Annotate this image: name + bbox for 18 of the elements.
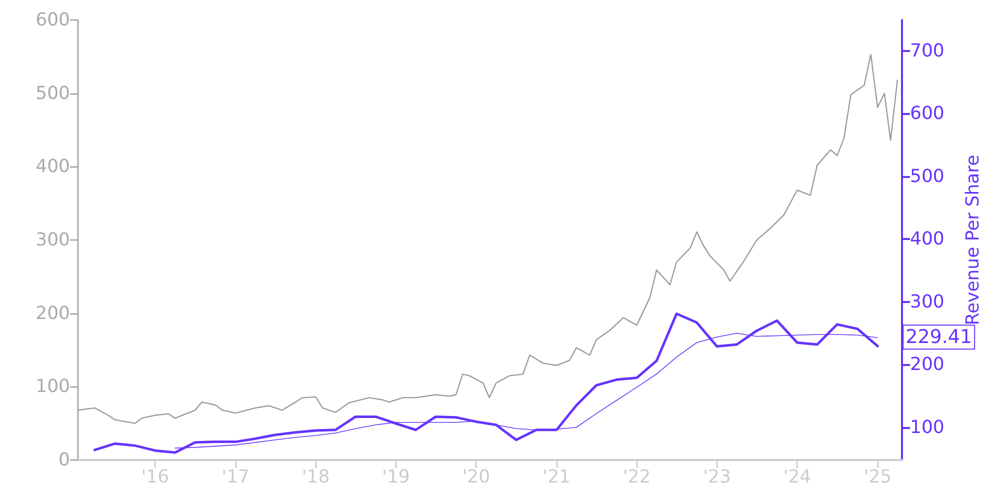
- y2-tick-label: 400: [910, 228, 944, 250]
- y2-tick-label: 100: [910, 416, 944, 438]
- y-tick-label: 400: [36, 156, 70, 178]
- y2-tick-label: 200: [910, 354, 944, 376]
- data-label: 229.41: [906, 326, 972, 348]
- y2-tick-label: 500: [910, 166, 944, 187]
- y-tick-label: 200: [36, 302, 70, 324]
- y2-tick-label: 300: [910, 291, 944, 312]
- y-tick-label: 500: [36, 82, 70, 104]
- y2-tick-label: 700: [910, 40, 944, 62]
- y-tick-label: 600: [36, 10, 70, 30]
- line-series: [93, 312, 879, 454]
- y-tick-label: 300: [36, 230, 70, 250]
- line-series: [77, 54, 898, 424]
- y-tick-label: 0: [58, 450, 70, 470]
- y-tick-label: 100: [36, 376, 70, 398]
- y2-tick-label: 600: [910, 103, 944, 124]
- y2-axis-title: Revenue Per Share: [962, 154, 984, 326]
